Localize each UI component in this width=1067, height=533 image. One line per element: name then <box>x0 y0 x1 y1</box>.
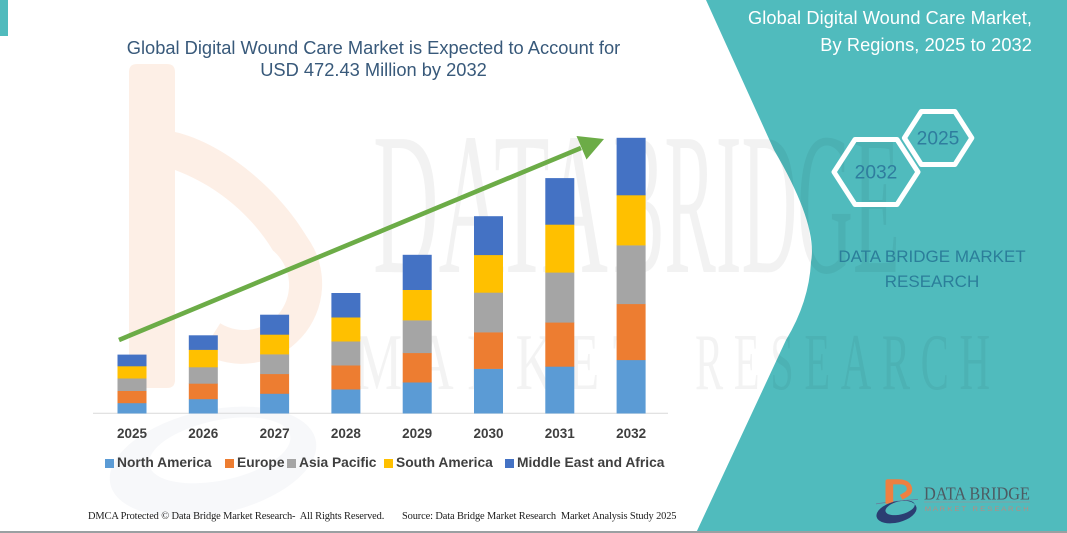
svg-text:DATA BRIDGE: DATA BRIDGE <box>924 484 1030 504</box>
svg-text:M A R K E T R E S E A R C H: M A R K E T R E S E A R C H <box>925 507 1029 513</box>
svg-text:R E S E A R C H: R E S E A R C H <box>695 319 990 407</box>
svg-text:2032: 2032 <box>855 163 898 184</box>
svg-text:2025: 2025 <box>917 129 960 150</box>
